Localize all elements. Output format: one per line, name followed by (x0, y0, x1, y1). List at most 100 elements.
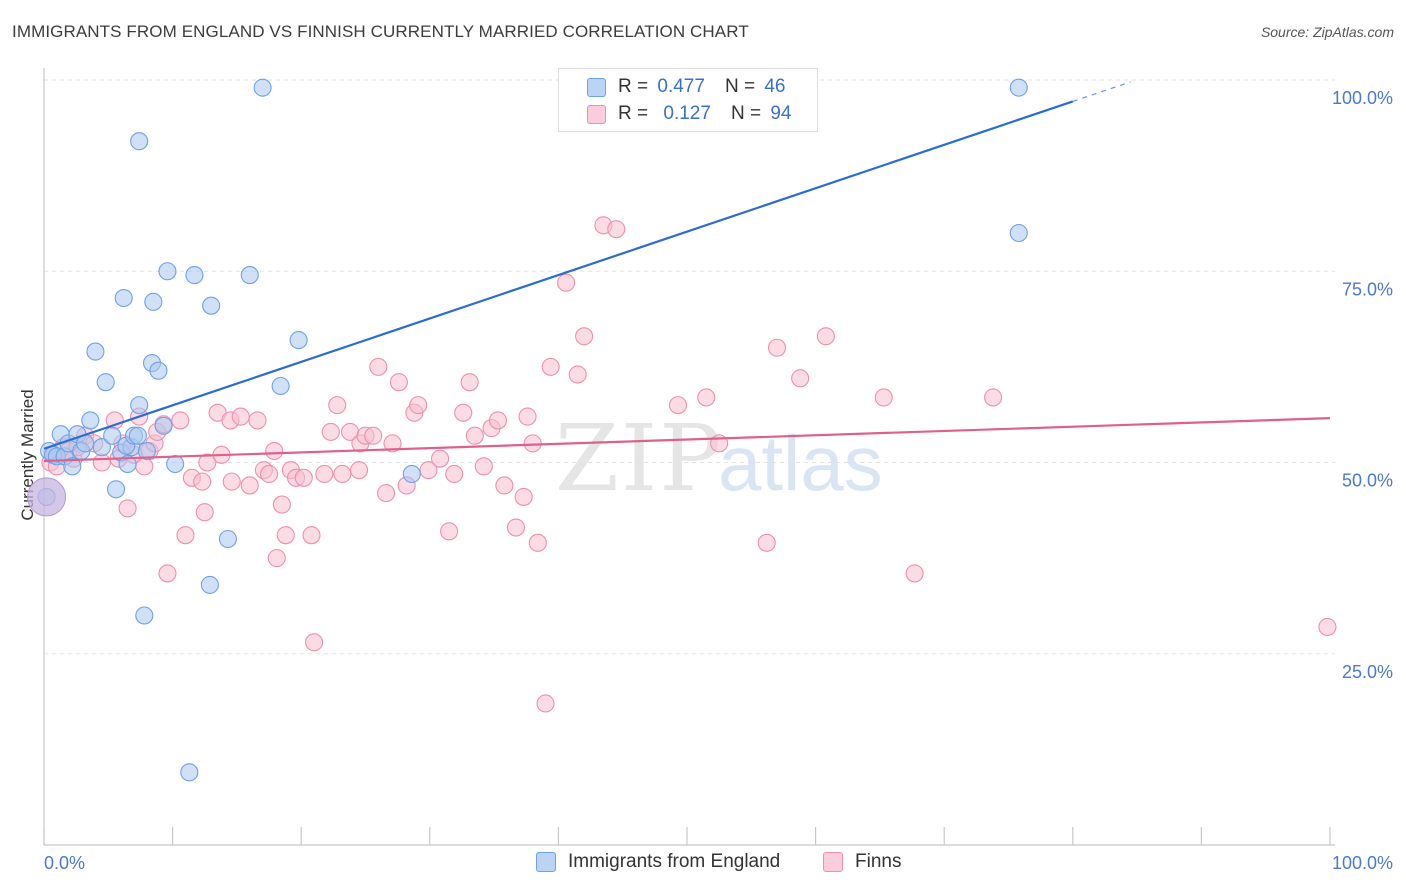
trend-line-finns (43, 417, 1331, 463)
legend-r-value: 0.127 (663, 103, 711, 124)
data-point (431, 449, 450, 468)
data-point (575, 327, 594, 346)
data-point (419, 461, 438, 480)
data-point (402, 464, 421, 484)
data-point (144, 292, 163, 311)
data-point (328, 396, 347, 415)
trend-line-immigrants-extension (1072, 81, 1131, 102)
y-tick-label: 100.0% (1332, 88, 1393, 108)
bottom-legend-finns: Finns (823, 851, 901, 873)
data-point (294, 468, 313, 487)
data-point (905, 564, 924, 583)
data-point (315, 464, 334, 484)
data-point (409, 396, 428, 415)
data-point (495, 476, 514, 495)
data-point (240, 266, 259, 285)
data-point (202, 296, 221, 315)
data-point (222, 472, 241, 491)
data-point (271, 376, 290, 396)
data-point (791, 369, 810, 388)
data-point (697, 388, 716, 407)
data-point (445, 464, 464, 484)
data-point (63, 457, 82, 476)
data-point (350, 461, 369, 480)
legend-n-value: 94 (770, 103, 792, 124)
data-point (180, 763, 199, 782)
watermark-atlas: atlas (718, 419, 883, 507)
data-point (259, 464, 279, 484)
data-point (518, 407, 537, 426)
bottom-legend-label: Immigrants from England (568, 851, 781, 872)
tick-labels: 25.0% 50.0% 75.0% 100.0% 0.0% 100.0% (44, 88, 1393, 873)
y-tick-label: 50.0% (1342, 471, 1393, 491)
data-point (305, 633, 324, 652)
data-point (118, 499, 137, 518)
data-point (488, 411, 508, 430)
data-point (568, 365, 587, 384)
data-point (302, 526, 321, 545)
legend-n-label: N = (730, 103, 762, 124)
data-point (757, 533, 776, 552)
data-point (1009, 223, 1028, 243)
bottom-legend-swatch-pink (823, 852, 843, 872)
data-point (377, 484, 396, 503)
data-point (198, 453, 217, 472)
data-point (874, 388, 893, 407)
data-point (218, 529, 237, 549)
data-point (267, 549, 286, 568)
x-tick-label: 100.0% (1332, 853, 1393, 873)
watermark: ZIP atlas (555, 405, 883, 512)
data-point (92, 438, 111, 457)
data-point (474, 457, 493, 476)
legend-r-label: R = (618, 76, 649, 97)
trend-line-immigrants (43, 100, 1074, 450)
data-point-cluster (27, 477, 67, 517)
data-point (607, 220, 626, 239)
legend-n-label: N = (724, 76, 756, 97)
legend-row-finns: R = 0.127 N = 94 (587, 101, 791, 127)
data-point (383, 434, 402, 453)
data-point (240, 476, 259, 495)
data-point (135, 606, 154, 625)
data-point (289, 331, 308, 350)
legend-swatch-pink (587, 104, 606, 124)
data-point (81, 411, 100, 430)
data-point (96, 373, 115, 392)
data-point (1318, 617, 1337, 637)
y-tick-label: 75.0% (1342, 279, 1393, 299)
data-point (816, 327, 835, 346)
data-point (86, 342, 105, 361)
data-point (523, 434, 542, 453)
data-point (135, 457, 154, 476)
legend-n-value: 46 (764, 76, 786, 97)
source-label: Source: ZipAtlas.com (1260, 24, 1394, 40)
data-point (193, 472, 212, 491)
data-point (248, 411, 267, 430)
data-point (158, 262, 177, 281)
data-point (528, 533, 547, 552)
data-point (158, 564, 177, 583)
x-tick-label: 0.0% (44, 853, 85, 873)
data-point (137, 441, 156, 461)
data-point (106, 480, 126, 499)
data-point (668, 396, 688, 415)
bottom-legend-label: Finns (855, 851, 902, 872)
data-point (460, 373, 479, 392)
y-tick-label: 25.0% (1342, 662, 1393, 682)
data-point (166, 454, 185, 474)
data-point (118, 454, 137, 474)
watermark-zip: ZIP (555, 405, 723, 512)
data-point (130, 132, 149, 151)
data-point (321, 422, 340, 441)
data-point (333, 464, 352, 484)
gridlines (44, 79, 1335, 655)
data-point (130, 396, 149, 415)
data-point (128, 426, 147, 445)
data-point (541, 357, 560, 376)
legend-row-immigrants: R = 0.477 N = 46 (587, 74, 785, 100)
data-point (92, 453, 111, 472)
data-point (369, 357, 388, 376)
data-point (195, 503, 214, 522)
data-point (154, 416, 173, 435)
